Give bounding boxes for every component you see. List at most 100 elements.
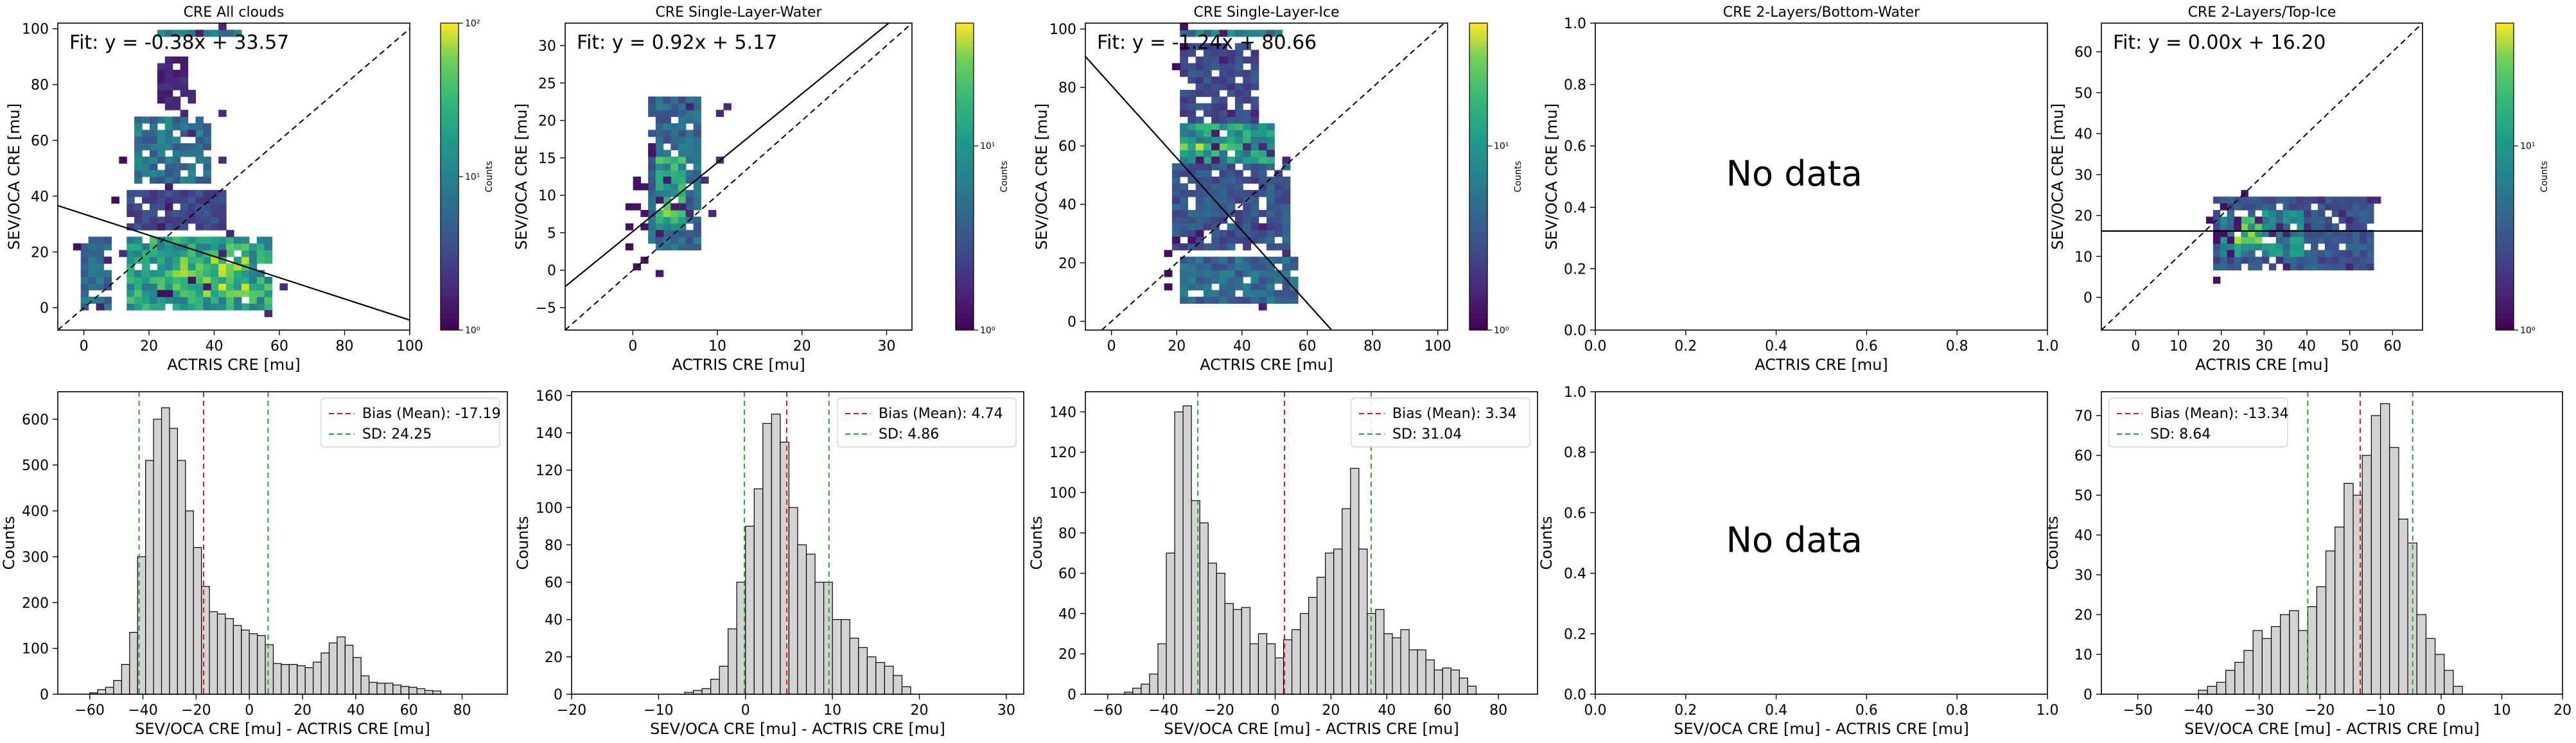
heatmap-cell [157,236,166,244]
fit-line [57,205,410,321]
y-tick-label: 300 [22,550,49,566]
heatmap-cell [1250,177,1259,184]
heatmap-cell [2220,236,2228,244]
heatmap-cell [157,130,166,137]
histogram-bar [369,681,378,695]
heatmap-cell [1195,216,1204,224]
heatmap-cell [1282,183,1291,191]
heatmap-cell [685,96,694,104]
heatmap-cell [264,290,273,297]
heatmap-cell [195,250,204,258]
heatmap-cell [678,110,687,118]
heatmap-cell [1211,116,1220,124]
heatmap-cell [188,250,197,258]
heatmap-cell [1243,116,1252,124]
heatmap-cell [134,170,143,177]
heatmap-cell [2367,203,2374,211]
heatmap-cell [1180,103,1188,110]
legend-sd-label: SD: 8.64 [2150,426,2211,442]
heatmap-cell [226,236,234,244]
heatmap-cell [180,69,189,77]
heatmap-cell [1250,116,1259,124]
heatmap-cell [1203,216,1212,224]
y-tick-label: 0 [2083,687,2092,703]
heatmap-cell [195,150,204,157]
histogram-bar [272,663,282,695]
heatmap-cell [1282,297,1291,304]
heatmap-cell [2345,243,2353,250]
heatmap-cell [241,290,250,297]
heatmap-cell [1227,243,1236,250]
heatmap-cell [1187,243,1196,250]
heatmap-cell [149,189,158,197]
heatmap-cell [1234,189,1243,197]
heatmap-cell [2255,236,2263,244]
heatmap-cell [1219,56,1228,64]
heatmap-cell [234,30,242,37]
heatmap-cell [1258,256,1267,264]
heatmap-cell [203,136,211,144]
heatmap-cell [88,283,97,291]
heatmap-cell [2304,197,2311,204]
heatmap-cell [663,209,671,217]
heatmap-cell [1243,203,1252,211]
heatmap-cell [1258,136,1267,144]
heatmap-cell [2338,236,2347,244]
heatmap-cell [2353,243,2360,250]
heatmap-cell [2212,223,2221,231]
y-tick-label: 40 [2074,127,2092,143]
heatmap-cell [2220,223,2228,231]
heatmap-cell [1274,203,1283,211]
heatmap-cell [1234,69,1243,77]
heatmap-cell [1274,209,1283,217]
heatmap-cell [203,283,211,291]
x-axis-label: ACTRIS CRE [mu] [672,356,805,374]
heatmap-cell [640,256,649,264]
heatmap-cell [1266,243,1275,250]
y-axis-label: Counts [1028,516,1046,570]
histogram-bar [2298,630,2308,695]
y-tick-label: 20 [1058,256,1076,272]
heatmap-cell [157,297,166,304]
heatmap-cell [2262,216,2270,224]
heatmap-cell [2282,263,2291,271]
heatmap-cell [180,30,189,37]
heatmap-cell [670,163,679,171]
heatmap-cell [142,116,150,124]
heatmap-cell [1243,263,1252,271]
histogram-bar [1408,649,1418,695]
heatmap-cell [2297,250,2304,258]
heatmap-cell [648,197,656,204]
histogram-bar [1182,405,1192,695]
heatmap-cell [1266,189,1275,197]
x-tick-label: 40 [1233,338,1251,354]
histogram-bar [1132,687,1142,695]
heatmap-cell [180,189,189,197]
heatmap-cell [149,256,158,264]
heatmap-cell [655,197,664,204]
heatmap-cell [88,243,97,250]
heatmap-cell [678,216,687,224]
heatmap-cell [172,143,181,151]
heatmap-cell [1250,136,1259,144]
heatmap-cell [172,69,181,77]
heatmap-cell [1227,223,1236,231]
heatmap-cell [188,30,197,37]
heatmap-cell [203,243,211,250]
heatmap-cell [2317,203,2326,211]
heatmap-cell [1203,189,1212,197]
heatmap-cell [1171,183,1180,191]
y-tick-label: 500 [22,458,49,474]
heatmap-cell [211,209,219,217]
one-to-one-line [57,28,410,331]
heatmap-cell [1274,177,1283,184]
heatmap-cell [195,290,204,297]
y-axis-label: Counts [2044,516,2062,570]
heatmap-cell [2248,203,2256,211]
heatmap-cell [226,303,234,311]
axes-frame [1085,391,1538,695]
heatmap-cell [2304,250,2311,258]
heatmap-cell [195,123,204,130]
